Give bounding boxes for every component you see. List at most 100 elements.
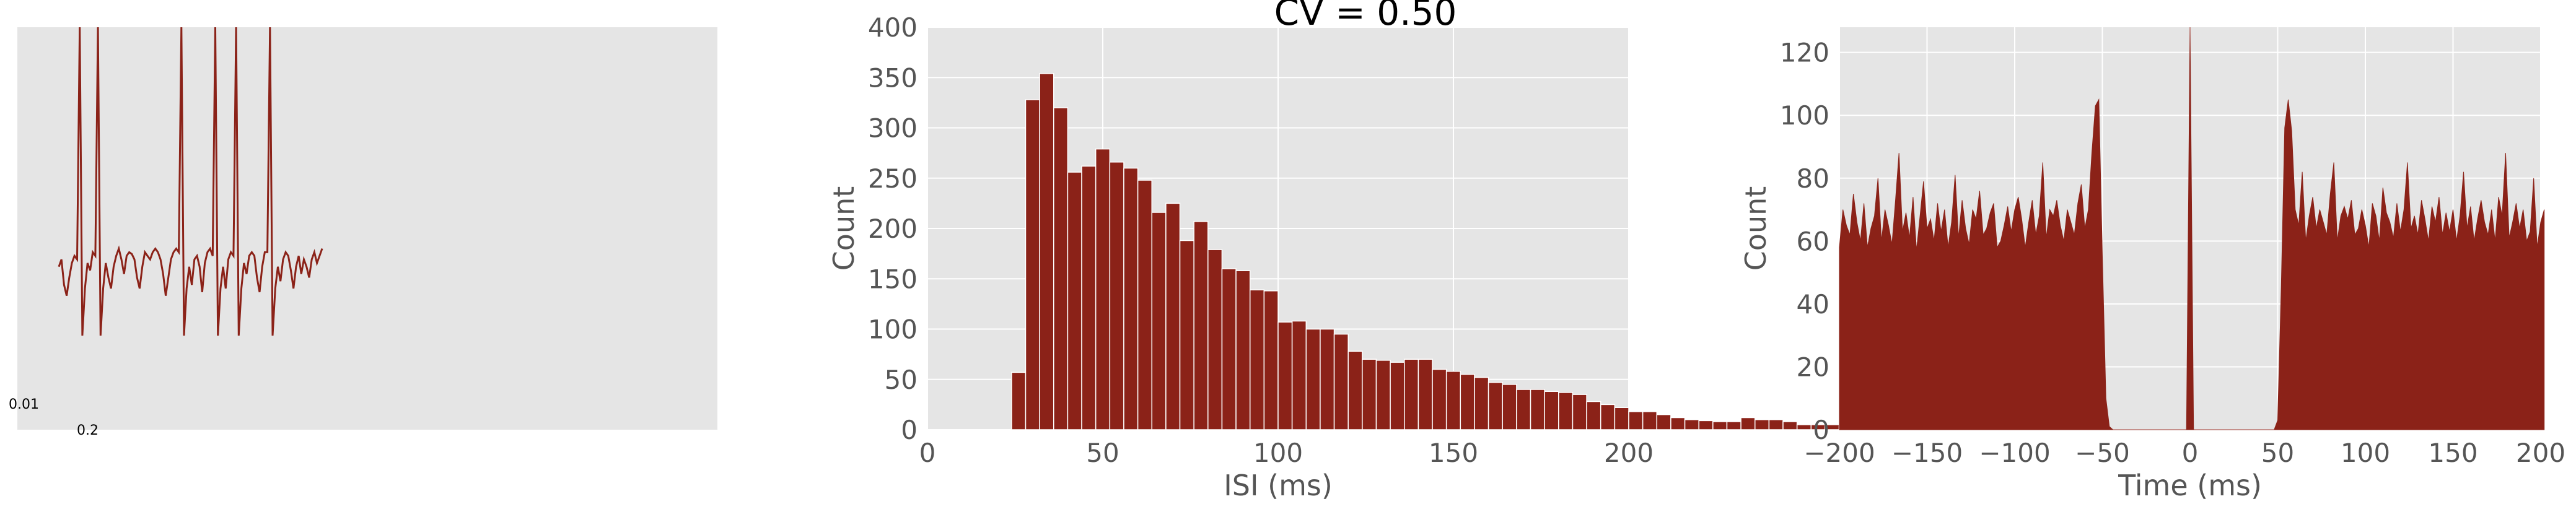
isi-bar	[1277, 321, 1293, 430]
isi-bar	[1726, 421, 1741, 430]
isi-bar	[1670, 417, 1686, 430]
acg-panel: −200 −150 −100 −50 0 50 100 150 200 0 20 40 60 80 100…	[1739, 27, 2565, 502]
acg-x-tick-label: 150	[2428, 438, 2477, 468]
isi-y-ticks: 0 50 100 150 200 250 300 350 400	[868, 12, 918, 445]
acg-x-axis-label: Time (ms)	[2118, 469, 2262, 502]
isi-x-ticks: 0 50 100 150 200	[919, 438, 1654, 468]
isi-bar	[1305, 328, 1321, 430]
isi-bar	[1404, 358, 1419, 430]
isi-bar	[1684, 419, 1699, 430]
isi-bar	[1151, 212, 1167, 430]
isi-bar	[1516, 389, 1531, 430]
acg-y-tick-label: 20	[1797, 352, 1829, 382]
scale-bar-horizontal-label: 0.2	[77, 423, 99, 438]
isi-bar	[1333, 333, 1349, 430]
isi-bar	[1320, 328, 1335, 430]
isi-y-tick-label: 250	[868, 163, 918, 194]
isi-y-tick-label: 350	[868, 63, 918, 93]
isi-bar	[1291, 320, 1307, 430]
isi-y-tick-label: 300	[868, 113, 918, 144]
isi-y-tick-label: 100	[868, 315, 918, 345]
isi-bar	[1698, 420, 1714, 430]
isi-bar	[1487, 381, 1503, 430]
isi-x-tick-label: 100	[1253, 438, 1303, 468]
isi-bar	[1586, 401, 1601, 430]
isi-chart-title: CV = 0.50	[1274, 0, 1457, 33]
acg-x-tick-label: 0	[2182, 438, 2199, 468]
acg-x-tick-label: −50	[2075, 438, 2130, 468]
isi-bar	[1011, 371, 1027, 430]
acg-x-tick-label: −150	[1891, 438, 1963, 468]
isi-bar	[1572, 394, 1587, 430]
isi-x-tick-label: 0	[919, 438, 936, 468]
isi-x-axis-label: ISI (ms)	[1224, 469, 1333, 502]
isi-bar	[1474, 376, 1489, 430]
isi-bar	[1544, 391, 1559, 430]
isi-bar	[1796, 424, 1812, 430]
isi-bar	[1263, 290, 1279, 430]
isi-x-tick-label: 150	[1429, 438, 1478, 468]
isi-bar	[1081, 165, 1097, 430]
isi-bar	[1782, 421, 1798, 430]
isi-x-tick-label: 200	[1604, 438, 1654, 468]
isi-bar	[1390, 362, 1405, 430]
acg-x-tick-label: 50	[2261, 438, 2294, 468]
isi-bar	[1221, 268, 1237, 430]
isi-bar	[1249, 289, 1265, 430]
isi-y-tick-label: 0	[901, 415, 918, 445]
acg-y-tick-label: 100	[1780, 100, 1829, 131]
isi-bar	[1600, 404, 1616, 430]
isi-bar	[1768, 419, 1784, 430]
isi-bar	[1053, 107, 1069, 430]
isi-y-tick-label: 400	[868, 12, 918, 43]
acg-y-axis-label: Count	[1739, 186, 1772, 271]
isi-bar	[1067, 172, 1082, 430]
acg-x-tick-label: 200	[2516, 438, 2565, 468]
isi-bar	[1614, 407, 1629, 430]
isi-bar	[1445, 371, 1461, 430]
trace-panel-background	[17, 27, 717, 430]
isi-bar	[1039, 73, 1054, 430]
isi-bar	[1165, 202, 1181, 430]
isi-y-tick-label: 200	[868, 214, 918, 244]
scale-bar-vertical-label: 0.01	[9, 397, 39, 412]
isi-bar	[1530, 389, 1545, 430]
isi-bar	[1179, 240, 1194, 430]
acg-x-ticks: −200 −150 −100 −50 0 50 100 150 200	[1803, 438, 2565, 468]
isi-bars	[1011, 73, 1938, 430]
trace-line	[58, 27, 323, 336]
acg-y-ticks: 0 20 40 60 80 100 120	[1780, 38, 1829, 445]
isi-x-tick-label: 50	[1086, 438, 1119, 468]
isi-y-tick-label: 150	[868, 264, 918, 294]
acg-x-tick-label: 100	[2341, 438, 2390, 468]
acg-y-tick-label: 120	[1780, 38, 1829, 68]
trace-panel: 0.01 0.2	[9, 27, 717, 438]
isi-bar	[1193, 220, 1209, 430]
acg-x-tick-label: −200	[1803, 438, 1875, 468]
isi-bar	[1137, 180, 1152, 430]
isi-y-axis-label: Count	[827, 186, 861, 271]
acg-x-tick-label: −100	[1979, 438, 2050, 468]
isi-bar	[1362, 358, 1377, 430]
isi-bar	[1123, 167, 1139, 430]
isi-bar	[1558, 392, 1574, 430]
isi-bar	[1628, 411, 1644, 430]
isi-bar	[1347, 350, 1363, 430]
isi-bar	[1740, 417, 1756, 430]
isi-bar	[1460, 373, 1475, 430]
isi-bar	[1712, 421, 1728, 430]
isi-bar	[1417, 358, 1433, 430]
isi-bar	[1207, 249, 1223, 430]
trace-series	[58, 27, 323, 336]
isi-bar	[1502, 384, 1517, 430]
isi-y-tick-label: 50	[885, 365, 918, 395]
isi-bar	[1095, 148, 1111, 430]
isi-bar	[1755, 419, 1770, 430]
isi-bar	[1432, 368, 1447, 430]
isi-bar	[1656, 414, 1671, 430]
isi-bar	[1235, 270, 1251, 430]
isi-bar	[1642, 411, 1658, 430]
isi-bar	[1375, 360, 1391, 430]
